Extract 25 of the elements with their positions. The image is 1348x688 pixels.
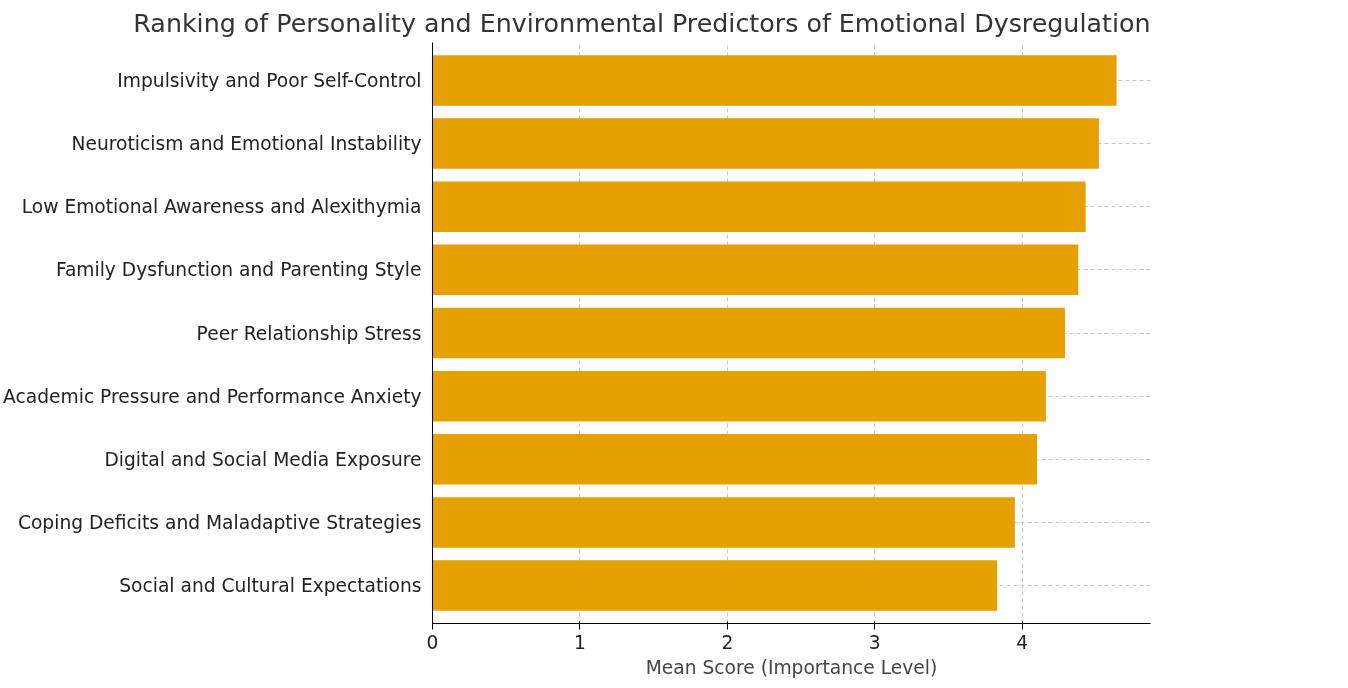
x-tick-label: 3 xyxy=(868,631,881,653)
bar xyxy=(432,55,1117,106)
x-tick-label: 4 xyxy=(1016,631,1029,653)
x-tick-label: 1 xyxy=(574,631,586,653)
chart-title: Ranking of Personality and Environmental Predictors of Emotional Dysregulation xyxy=(133,7,1151,38)
y-tick-label: Digital and Social Media Exposure xyxy=(104,448,422,470)
y-tick-label: Social and Cultural Expectations xyxy=(119,575,422,597)
x-tick-label: 0 xyxy=(426,631,439,653)
bar xyxy=(432,370,1046,422)
bar xyxy=(432,118,1099,169)
x-tick-label: 2 xyxy=(721,631,734,653)
bar xyxy=(432,307,1065,359)
y-tick-label: Coping Deficits and Maladaptive Strategies xyxy=(17,511,422,533)
y-tick-label: Peer Relationship Stress xyxy=(196,322,422,344)
x-axis-title: Mean Score (Importance Level) xyxy=(645,656,938,678)
y-tick-label: Academic Pressure and Performance Anxiety xyxy=(3,385,422,407)
bar xyxy=(432,497,1015,548)
bar xyxy=(432,434,1037,485)
bar xyxy=(432,244,1079,296)
bar xyxy=(432,181,1086,232)
y-tick-label: Family Dysfunction and Parenting Style xyxy=(55,259,422,281)
bar xyxy=(432,560,998,611)
y-tick-label: Neuroticism and Emotional Instability xyxy=(71,133,422,155)
y-tick-label: Impulsivity and Poor Self-Control xyxy=(117,69,422,91)
y-tick-label: Low Emotional Awareness and Alexithymia xyxy=(21,196,422,218)
